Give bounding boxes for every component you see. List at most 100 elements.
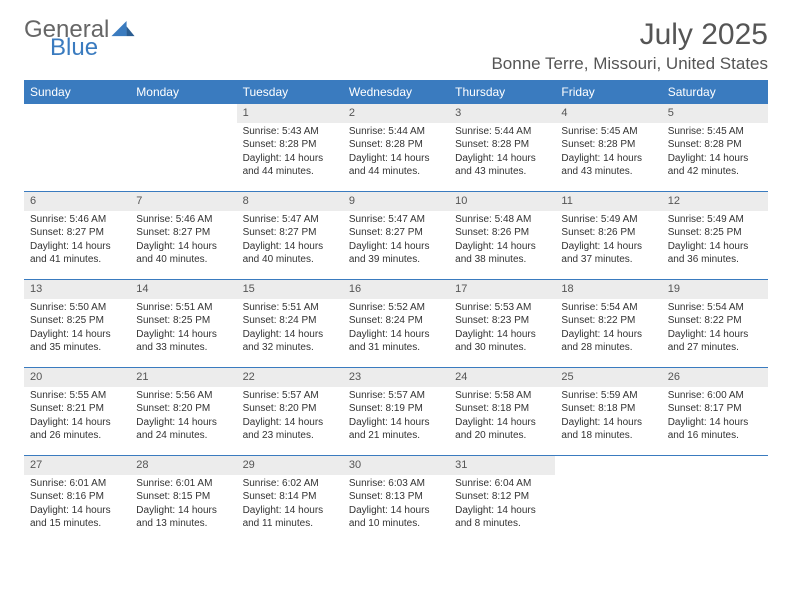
calendar-cell: .: [555, 455, 661, 543]
day-number: 3: [449, 104, 555, 123]
day-body: Sunrise: 5:54 AMSunset: 8:22 PMDaylight:…: [662, 299, 768, 359]
sunrise-text: Sunrise: 5:46 AM: [30, 213, 124, 227]
day-number: 6: [24, 192, 130, 211]
daylight-text: Daylight: 14 hours and 15 minutes.: [30, 504, 124, 531]
day-header: Saturday: [662, 81, 768, 103]
sunset-text: Sunset: 8:18 PM: [561, 402, 655, 416]
sunrise-text: Sunrise: 5:49 AM: [561, 213, 655, 227]
sunrise-text: Sunrise: 5:57 AM: [243, 389, 337, 403]
daylight-text: Daylight: 14 hours and 40 minutes.: [136, 240, 230, 267]
calendar-cell: 19Sunrise: 5:54 AMSunset: 8:22 PMDayligh…: [662, 279, 768, 367]
sunrise-text: Sunrise: 6:01 AM: [136, 477, 230, 491]
calendar-grid: SundayMondayTuesdayWednesdayThursdayFrid…: [24, 80, 768, 543]
day-header: Wednesday: [343, 81, 449, 103]
calendar-cell: 25Sunrise: 5:59 AMSunset: 8:18 PMDayligh…: [555, 367, 661, 455]
calendar-cell: .: [662, 455, 768, 543]
calendar-cell: 27Sunrise: 6:01 AMSunset: 8:16 PMDayligh…: [24, 455, 130, 543]
sunrise-text: Sunrise: 5:50 AM: [30, 301, 124, 315]
sunset-text: Sunset: 8:26 PM: [561, 226, 655, 240]
calendar-cell: .: [130, 103, 236, 191]
day-header: Monday: [130, 81, 236, 103]
day-number: 26: [662, 368, 768, 387]
daylight-text: Daylight: 14 hours and 24 minutes.: [136, 416, 230, 443]
logo: GeneralBlue: [24, 18, 135, 66]
location-text: Bonne Terre, Missouri, United States: [491, 54, 768, 74]
daylight-text: Daylight: 14 hours and 13 minutes.: [136, 504, 230, 531]
day-number: 14: [130, 280, 236, 299]
sunset-text: Sunset: 8:28 PM: [455, 138, 549, 152]
day-body: Sunrise: 5:57 AMSunset: 8:20 PMDaylight:…: [237, 387, 343, 447]
day-body: Sunrise: 5:47 AMSunset: 8:27 PMDaylight:…: [343, 211, 449, 271]
day-body: Sunrise: 6:01 AMSunset: 8:16 PMDaylight:…: [24, 475, 130, 535]
day-number: 19: [662, 280, 768, 299]
day-number: 31: [449, 456, 555, 475]
day-body: Sunrise: 5:51 AMSunset: 8:25 PMDaylight:…: [130, 299, 236, 359]
sunrise-text: Sunrise: 5:44 AM: [349, 125, 443, 139]
day-body: Sunrise: 6:01 AMSunset: 8:15 PMDaylight:…: [130, 475, 236, 535]
sunset-text: Sunset: 8:24 PM: [243, 314, 337, 328]
sunrise-text: Sunrise: 5:47 AM: [243, 213, 337, 227]
day-number: 28: [130, 456, 236, 475]
sunset-text: Sunset: 8:21 PM: [30, 402, 124, 416]
day-number: 30: [343, 456, 449, 475]
day-number: 2: [343, 104, 449, 123]
sunrise-text: Sunrise: 5:54 AM: [561, 301, 655, 315]
daylight-text: Daylight: 14 hours and 16 minutes.: [668, 416, 762, 443]
day-number: 10: [449, 192, 555, 211]
sunset-text: Sunset: 8:25 PM: [668, 226, 762, 240]
calendar-cell: 8Sunrise: 5:47 AMSunset: 8:27 PMDaylight…: [237, 191, 343, 279]
sunrise-text: Sunrise: 5:52 AM: [349, 301, 443, 315]
sunset-text: Sunset: 8:28 PM: [561, 138, 655, 152]
day-body: Sunrise: 6:03 AMSunset: 8:13 PMDaylight:…: [343, 475, 449, 535]
daylight-text: Daylight: 14 hours and 36 minutes.: [668, 240, 762, 267]
calendar-cell: 3Sunrise: 5:44 AMSunset: 8:28 PMDaylight…: [449, 103, 555, 191]
daylight-text: Daylight: 14 hours and 26 minutes.: [30, 416, 124, 443]
sunset-text: Sunset: 8:27 PM: [349, 226, 443, 240]
day-number: 13: [24, 280, 130, 299]
sunset-text: Sunset: 8:27 PM: [136, 226, 230, 240]
day-number: 17: [449, 280, 555, 299]
calendar-cell: 1Sunrise: 5:43 AMSunset: 8:28 PMDaylight…: [237, 103, 343, 191]
day-body: Sunrise: 5:44 AMSunset: 8:28 PMDaylight:…: [343, 123, 449, 183]
day-number: 16: [343, 280, 449, 299]
day-body: Sunrise: 5:45 AMSunset: 8:28 PMDaylight:…: [662, 123, 768, 183]
sunrise-text: Sunrise: 5:54 AM: [668, 301, 762, 315]
sunrise-text: Sunrise: 5:48 AM: [455, 213, 549, 227]
day-body: Sunrise: 5:43 AMSunset: 8:28 PMDaylight:…: [237, 123, 343, 183]
logo-text-blue: Blue: [50, 34, 98, 61]
daylight-text: Daylight: 14 hours and 39 minutes.: [349, 240, 443, 267]
sunrise-text: Sunrise: 5:46 AM: [136, 213, 230, 227]
daylight-text: Daylight: 14 hours and 44 minutes.: [349, 152, 443, 179]
day-body: Sunrise: 5:57 AMSunset: 8:19 PMDaylight:…: [343, 387, 449, 447]
day-number: 20: [24, 368, 130, 387]
day-body: Sunrise: 5:52 AMSunset: 8:24 PMDaylight:…: [343, 299, 449, 359]
daylight-text: Daylight: 14 hours and 20 minutes.: [455, 416, 549, 443]
day-number: 18: [555, 280, 661, 299]
calendar-cell: 16Sunrise: 5:52 AMSunset: 8:24 PMDayligh…: [343, 279, 449, 367]
calendar-cell: 6Sunrise: 5:46 AMSunset: 8:27 PMDaylight…: [24, 191, 130, 279]
day-number: 7: [130, 192, 236, 211]
daylight-text: Daylight: 14 hours and 11 minutes.: [243, 504, 337, 531]
daylight-text: Daylight: 14 hours and 30 minutes.: [455, 328, 549, 355]
calendar-cell: 31Sunrise: 6:04 AMSunset: 8:12 PMDayligh…: [449, 455, 555, 543]
day-body: Sunrise: 5:55 AMSunset: 8:21 PMDaylight:…: [24, 387, 130, 447]
sunset-text: Sunset: 8:23 PM: [455, 314, 549, 328]
sunset-text: Sunset: 8:17 PM: [668, 402, 762, 416]
sunset-text: Sunset: 8:12 PM: [455, 490, 549, 504]
calendar-cell: 11Sunrise: 5:49 AMSunset: 8:26 PMDayligh…: [555, 191, 661, 279]
month-title: July 2025: [491, 18, 768, 52]
sunset-text: Sunset: 8:28 PM: [349, 138, 443, 152]
sunset-text: Sunset: 8:22 PM: [668, 314, 762, 328]
day-number: 11: [555, 192, 661, 211]
day-body: Sunrise: 5:46 AMSunset: 8:27 PMDaylight:…: [24, 211, 130, 271]
sunset-text: Sunset: 8:27 PM: [243, 226, 337, 240]
daylight-text: Daylight: 14 hours and 27 minutes.: [668, 328, 762, 355]
day-number: 24: [449, 368, 555, 387]
calendar-cell: 29Sunrise: 6:02 AMSunset: 8:14 PMDayligh…: [237, 455, 343, 543]
day-body: Sunrise: 5:45 AMSunset: 8:28 PMDaylight:…: [555, 123, 661, 183]
calendar-cell: 9Sunrise: 5:47 AMSunset: 8:27 PMDaylight…: [343, 191, 449, 279]
day-body: Sunrise: 5:49 AMSunset: 8:26 PMDaylight:…: [555, 211, 661, 271]
daylight-text: Daylight: 14 hours and 23 minutes.: [243, 416, 337, 443]
calendar-cell: 21Sunrise: 5:56 AMSunset: 8:20 PMDayligh…: [130, 367, 236, 455]
day-body: Sunrise: 6:00 AMSunset: 8:17 PMDaylight:…: [662, 387, 768, 447]
